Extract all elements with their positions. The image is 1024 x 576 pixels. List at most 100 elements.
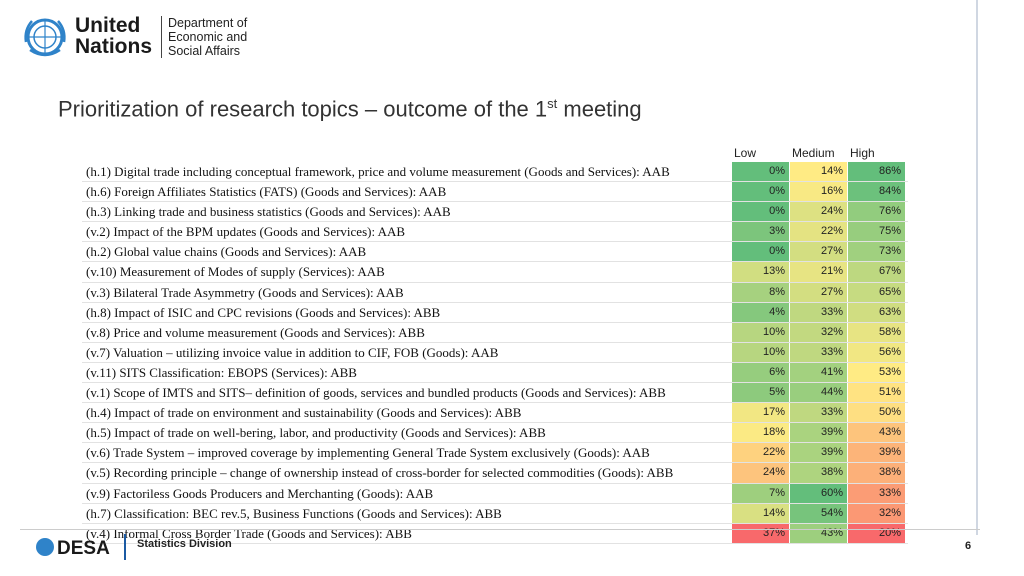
table-row: (v.1) Scope of IMTS and SITS– definition… <box>82 383 908 404</box>
cell-medium: 22% <box>790 222 847 242</box>
division-name: Statistics Division <box>137 538 232 550</box>
row-label: (v.7) Valuation – utilizing invoice valu… <box>86 344 499 360</box>
cell-high: 84% <box>848 182 905 202</box>
cell-low: 0% <box>732 162 789 182</box>
cell-medium: 60% <box>790 483 847 503</box>
cell-medium: 39% <box>790 423 847 443</box>
table-row: (v.8) Price and volume measurement (Good… <box>82 322 908 343</box>
footer-divider <box>20 529 980 530</box>
cell-medium: 14% <box>790 162 847 182</box>
table-row: (v.9) Factoriless Goods Producers and Me… <box>82 483 908 504</box>
table-row: (h.8) Impact of ISIC and CPC revisions (… <box>82 302 908 323</box>
prioritization-table: Low Medium High (h.1) Digital trade incl… <box>82 144 908 544</box>
cell-high: 39% <box>848 443 905 463</box>
cell-low: 22% <box>732 443 789 463</box>
org-name-line2: Nations <box>75 35 153 58</box>
cell-medium: 21% <box>790 262 847 282</box>
cell-low: 24% <box>732 463 789 483</box>
row-label: (h.8) Impact of ISIC and CPC revisions (… <box>86 304 441 320</box>
cell-high: 63% <box>848 302 905 322</box>
cell-high: 67% <box>848 262 905 282</box>
table-row: (v.7) Valuation – utilizing invoice valu… <box>82 342 908 363</box>
slide-title: Prioritization of research topics – outc… <box>58 96 642 122</box>
table-row: (h.5) Impact of trade on well-bering, la… <box>82 423 908 444</box>
cell-low: 0% <box>732 182 789 202</box>
cell-high: 56% <box>848 342 905 362</box>
table-row: (h.4) Impact of trade on environment and… <box>82 403 908 424</box>
cell-high: 86% <box>848 162 905 182</box>
row-label: (v.9) Factoriless Goods Producers and Me… <box>86 485 434 501</box>
cell-low: 3% <box>732 222 789 242</box>
cell-low: 13% <box>732 262 789 282</box>
cell-high: 20% <box>848 523 905 543</box>
cell-high: 43% <box>848 423 905 443</box>
table-row: (v.10) Measurement of Modes of supply (S… <box>82 262 908 283</box>
row-label: (h.2) Global value chains (Goods and Ser… <box>86 244 367 260</box>
cell-high: 76% <box>848 202 905 222</box>
table-row: (h.6) Foreign Affiliates Statistics (FAT… <box>82 182 908 203</box>
table-row: (h.2) Global value chains (Goods and Ser… <box>82 242 908 263</box>
cell-low: 5% <box>732 383 789 403</box>
slide-title-main: Prioritization of research topics – outc… <box>58 96 548 122</box>
cell-low: 10% <box>732 342 789 362</box>
cell-medium: 33% <box>790 342 847 362</box>
table-row: (h.7) Classification: BEC rev.5, Busines… <box>82 503 908 524</box>
cell-high: 50% <box>848 403 905 423</box>
column-header-low: Low <box>734 146 757 160</box>
row-label: (h.5) Impact of trade on well-bering, la… <box>86 425 546 441</box>
logo-separator <box>161 16 162 58</box>
cell-low: 17% <box>732 403 789 423</box>
row-label: (v.6) Trade System – improved coverage b… <box>86 445 650 461</box>
table-row: (v.3) Bilateral Trade Asymmetry (Goods a… <box>82 282 908 303</box>
desa-logo: DESA <box>36 538 110 560</box>
slide-title-sup: st <box>547 96 558 111</box>
table-row: (h.3) Linking trade and business statist… <box>82 202 908 223</box>
right-divider-line <box>976 0 978 535</box>
desa-brand: DESA <box>57 538 110 559</box>
org-name-line1: United <box>75 14 141 37</box>
cell-low: 8% <box>732 282 789 302</box>
table-row: (v.11) SITS Classification: EBOPS (Servi… <box>82 362 908 384</box>
cell-high: 65% <box>848 282 905 302</box>
slide-title-end: meeting <box>557 96 642 122</box>
un-emblem-icon <box>24 18 66 57</box>
cell-high: 51% <box>848 383 905 403</box>
cell-high: 58% <box>848 322 905 342</box>
cell-medium: 43% <box>790 523 847 543</box>
table-row: (v.5) Recording principle – change of ow… <box>82 463 908 484</box>
table-body: (h.1) Digital trade including conceptual… <box>82 162 908 544</box>
department-name: Department of Economic and Social Affair… <box>168 16 278 58</box>
cell-medium: 41% <box>790 362 847 383</box>
cell-medium: 27% <box>790 282 847 302</box>
department-line2: Economic and <box>168 30 248 44</box>
cell-low: 0% <box>732 242 789 262</box>
table-row: (h.1) Digital trade including conceptual… <box>82 162 908 183</box>
table-header: Low Medium High <box>82 144 908 162</box>
cell-medium: 16% <box>790 182 847 202</box>
cell-high: 53% <box>848 362 905 383</box>
cell-low: 4% <box>732 302 789 322</box>
row-label: (v.3) Bilateral Trade Asymmetry (Goods a… <box>86 284 404 300</box>
row-label: (v.10) Measurement of Modes of supply (S… <box>86 264 385 280</box>
org-name: United Nations <box>75 15 152 57</box>
row-label: (h.7) Classification: BEC rev.5, Busines… <box>86 505 502 521</box>
cell-medium: 33% <box>790 302 847 322</box>
row-label: (v.5) Recording principle – change of ow… <box>86 465 674 481</box>
cell-medium: 39% <box>790 443 847 463</box>
desa-emblem-icon <box>36 538 54 556</box>
row-label: (h.1) Digital trade including conceptual… <box>86 164 670 179</box>
row-label: (v.8) Price and volume measurement (Good… <box>86 324 425 340</box>
cell-medium: 32% <box>790 322 847 342</box>
cell-low: 0% <box>732 202 789 222</box>
table-row: (v.2) Impact of the BPM updates (Goods a… <box>82 222 908 243</box>
column-header-medium: Medium <box>792 146 835 160</box>
footer-separator <box>124 534 126 560</box>
table-row: (v.6) Trade System – improved coverage b… <box>82 443 908 464</box>
cell-low: 14% <box>732 503 789 523</box>
row-label: (v.1) Scope of IMTS and SITS– definition… <box>86 385 666 401</box>
cell-low: 18% <box>732 423 789 443</box>
cell-low: 6% <box>732 362 789 383</box>
cell-high: 38% <box>848 463 905 483</box>
cell-high: 33% <box>848 483 905 503</box>
cell-high: 32% <box>848 503 905 523</box>
